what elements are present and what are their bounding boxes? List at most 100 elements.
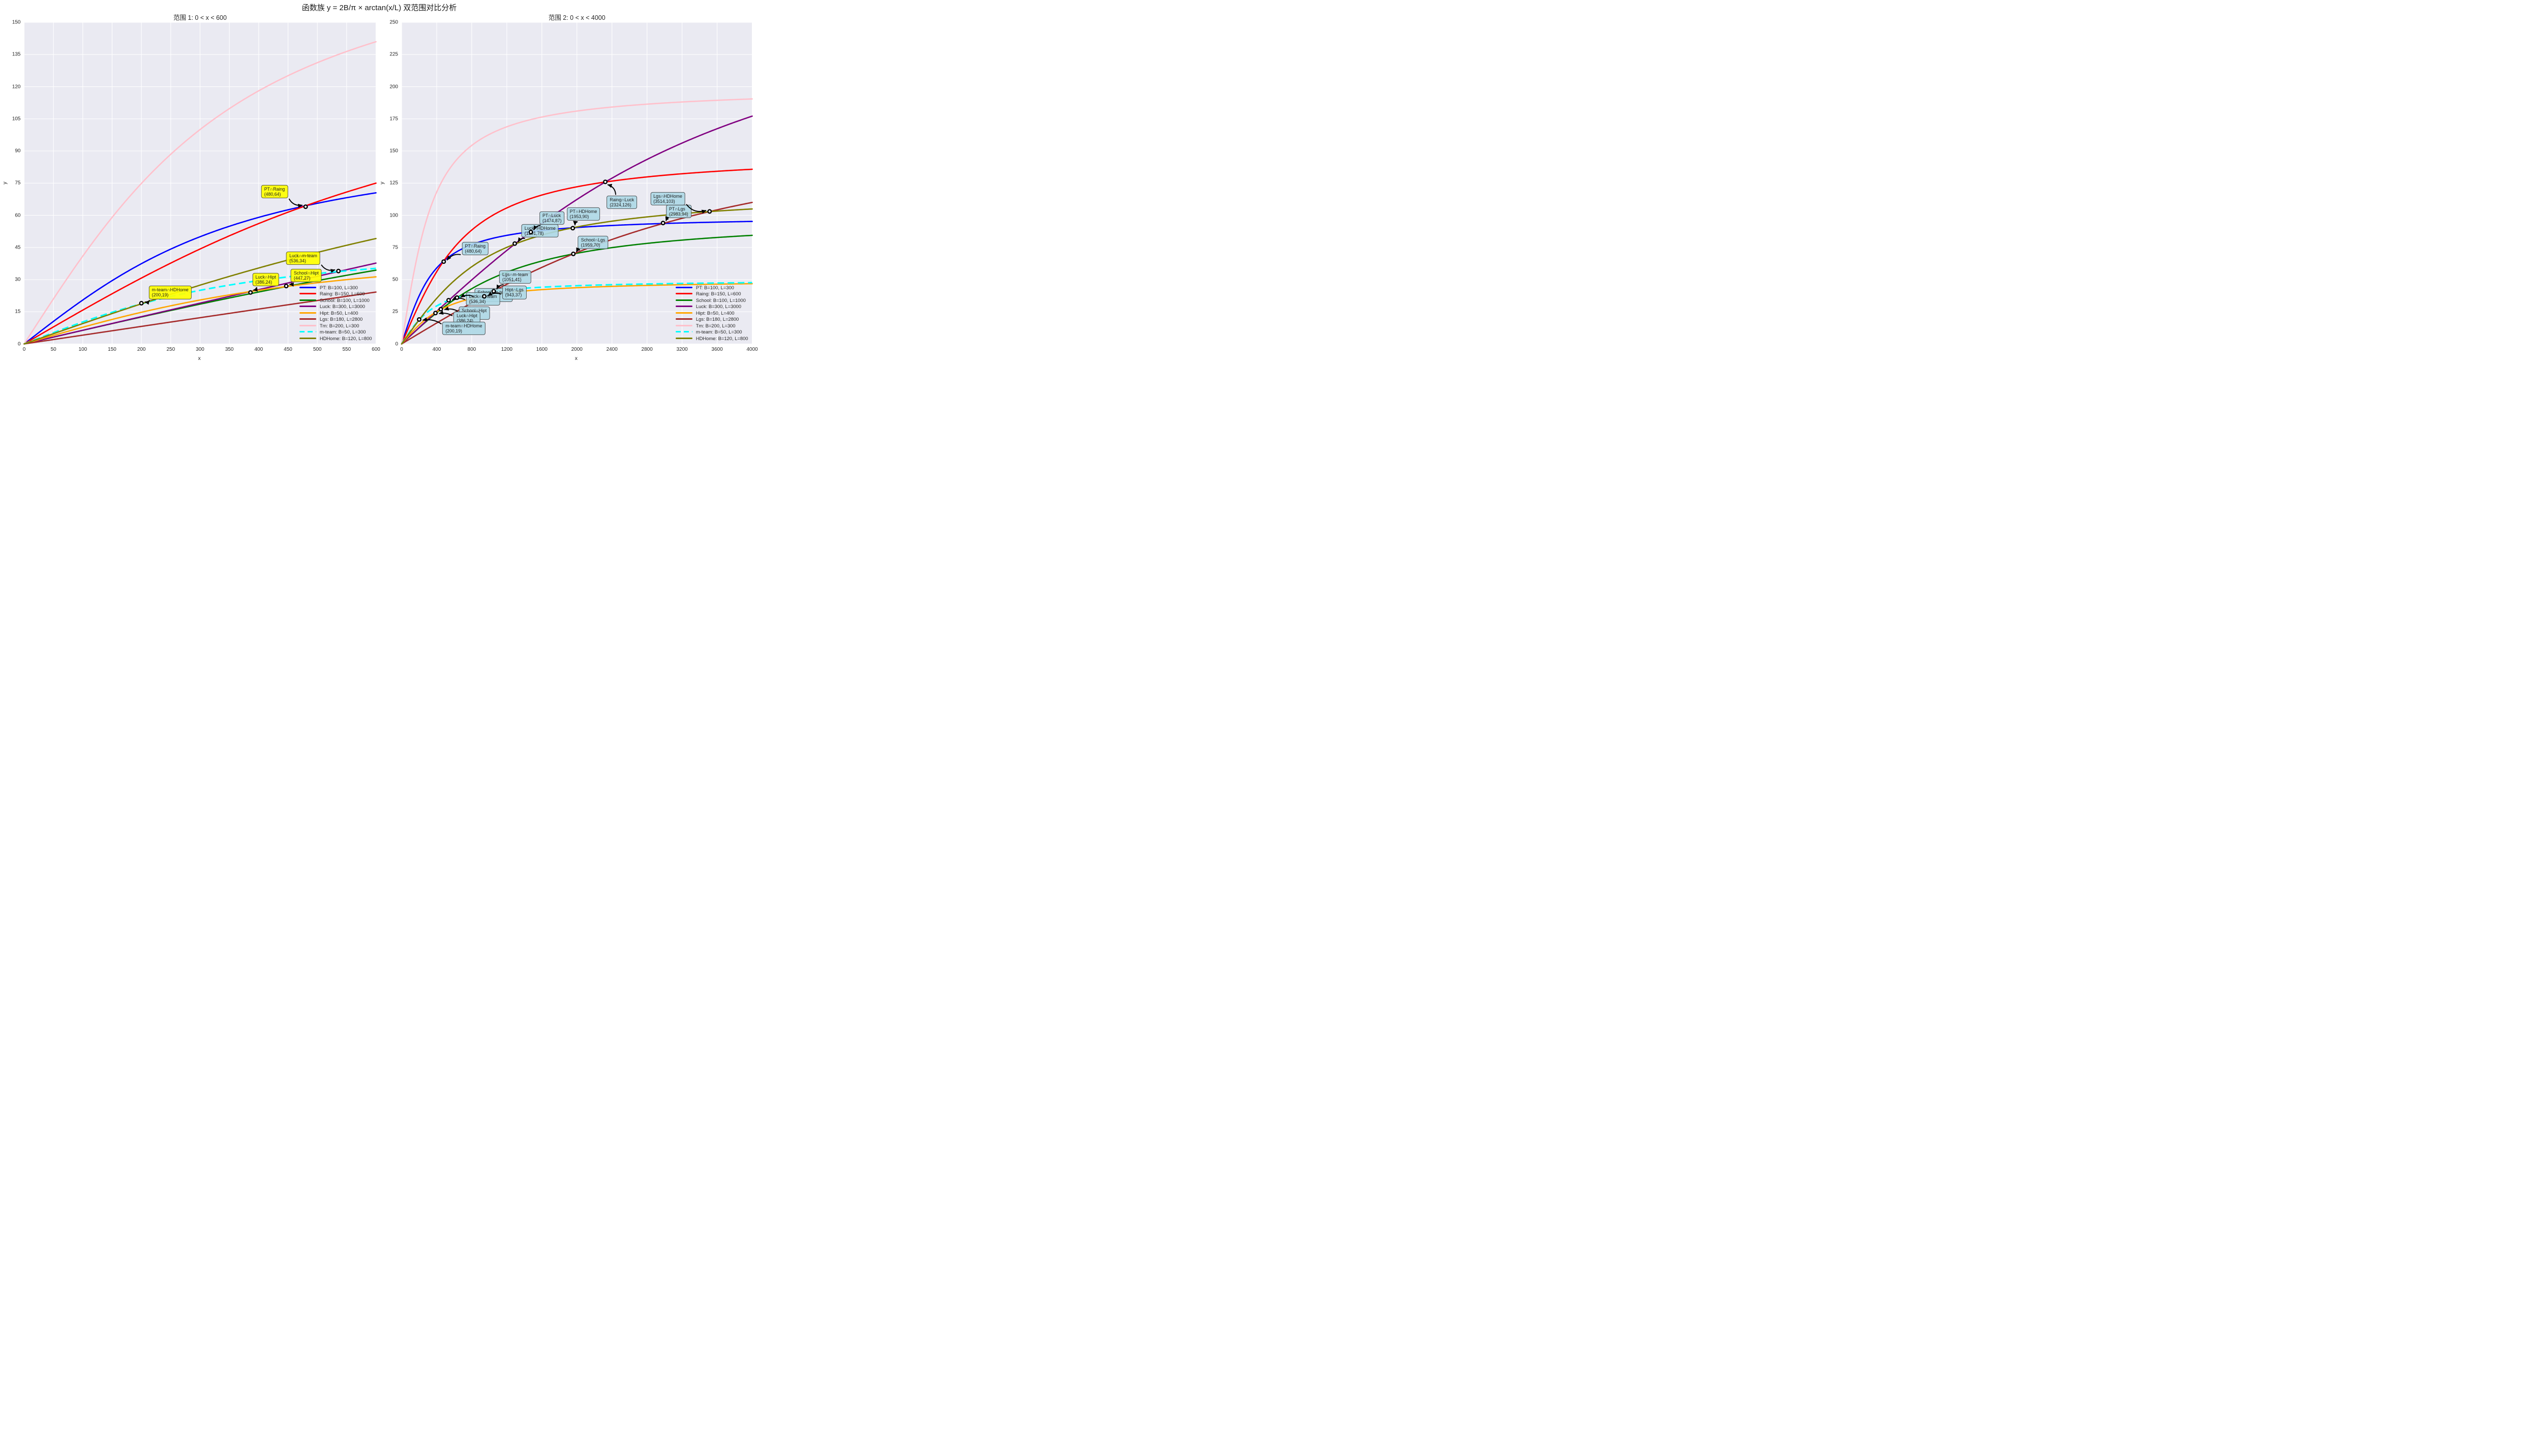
- x-tick-label: 0: [22, 347, 26, 352]
- x-tick-label: 550: [342, 347, 351, 352]
- x-tick-label: 2400: [606, 347, 618, 352]
- legend-item: Hipt: B=50, L=400: [299, 310, 372, 316]
- y-tick-label: 25: [392, 309, 398, 315]
- x-tick-label: 350: [225, 347, 234, 352]
- annotation-box: PT∩Raing (480,64): [261, 185, 288, 199]
- y-tick-label: 15: [15, 309, 21, 315]
- annotation-coords: (1959,70): [581, 242, 600, 248]
- annotation-coords: (200,19): [445, 328, 462, 334]
- x-tick-label: 1200: [501, 347, 512, 352]
- annotation-box: m-team∩HDHome (200,19): [442, 322, 486, 336]
- annotation-box: Luck∩m-team (536,34): [286, 251, 320, 265]
- intersection-marker: [707, 209, 712, 214]
- intersection-marker: [441, 259, 446, 264]
- legend-line-sample: [299, 286, 316, 288]
- legend-label: Luck: B=300, L=3000: [319, 304, 365, 310]
- legend-line-sample: [675, 293, 692, 295]
- legend-line-sample: [299, 324, 316, 326]
- y-tick-label: 225: [389, 51, 398, 57]
- y-tick-label: 120: [12, 84, 21, 89]
- x-tick-label: 2000: [571, 347, 583, 352]
- annotation-box: School∩Hipt(447,27): [290, 268, 322, 282]
- legend-label: Hipt: B=50, L=400: [695, 310, 735, 316]
- annotation-box: Luck∩m-team (536,34): [466, 292, 500, 306]
- annotation-box: Luck∩HDHome (1291,78): [521, 224, 559, 237]
- annotation-arrow: [576, 247, 580, 253]
- annotation-arrow: [517, 237, 525, 242]
- x-tick-label: 450: [284, 347, 292, 352]
- legend-item: HDHome: B=120, L=800: [675, 336, 748, 341]
- annotation-arrow: [573, 221, 578, 226]
- annotation-label: Lgs∩HDHome: [653, 193, 682, 199]
- y-tick-label: 75: [392, 245, 398, 251]
- legend-line-sample: [299, 312, 316, 314]
- annotation-label: School∩Lgs: [581, 237, 606, 242]
- annotation-label: PT∩HDHome: [569, 208, 597, 214]
- legend-label: m-team: B=50, L=300: [319, 329, 366, 335]
- legend: PT: B=100, L=300 Raing: B=150, L=600 Schoo…: [675, 285, 748, 341]
- legend-label: Tm: B=200, L=300: [695, 322, 736, 328]
- annotation-label: PT∩Luck: [542, 213, 561, 218]
- y-axis-label: y: [379, 181, 385, 185]
- subplot-1-title: 范围 1: 0 < x < 600: [173, 14, 227, 21]
- annotation-label: Hipt∩Lgs: [505, 287, 524, 293]
- legend-line-sample: [299, 306, 316, 308]
- legend-label: Hipt: B=50, L=400: [319, 310, 358, 316]
- legend-label: Lgs: B=180, L=2800: [319, 316, 363, 322]
- intersection-marker: [438, 307, 443, 312]
- x-tick-label: 300: [196, 347, 204, 352]
- intersection-marker: [336, 268, 341, 274]
- annotation-arrow: [665, 216, 670, 221]
- y-tick-label: 200: [389, 84, 398, 89]
- intersection-marker: [284, 284, 289, 289]
- legend-item: Raing: B=150, L=600: [675, 291, 748, 296]
- y-tick-label: 75: [15, 180, 21, 186]
- legend-item: Luck: B=300, L=3000: [299, 304, 372, 310]
- legend-item: Raing: B=150, L=600: [299, 291, 372, 297]
- legend-dashed-line-sample: [299, 331, 316, 333]
- annotation-coords: (480,64): [264, 192, 281, 197]
- legend-label: Luck: B=300, L=3000: [695, 304, 741, 310]
- annotation-coords: (1051,41): [502, 277, 522, 282]
- y-tick-label: 150: [389, 148, 398, 154]
- x-axis-label: x: [574, 355, 578, 361]
- legend-label: Tm: B=200, L=300: [319, 322, 359, 328]
- y-tick-label: 30: [15, 277, 21, 283]
- intersection-marker: [571, 251, 576, 256]
- figure-title: 函数族 y = 2B/π × arctan(x/L) 双范围对比分析: [301, 4, 457, 12]
- y-tick-label: 0: [395, 341, 398, 347]
- annotation-coords: (200,19): [152, 292, 169, 298]
- annotation-label: PT∩Raing: [264, 187, 285, 192]
- legend: PT: B=100, L=300 Raing: B=150, L=600 Schoo…: [299, 285, 372, 341]
- legend-item: School: B=100, L=1000: [675, 297, 748, 303]
- x-tick-label: 150: [108, 347, 116, 352]
- intersection-marker: [455, 295, 460, 300]
- legend-line-sample: [675, 306, 692, 308]
- y-tick-label: 105: [12, 116, 21, 122]
- legend-line-sample: [675, 324, 692, 326]
- x-tick-label: 2800: [641, 347, 653, 352]
- annotation-label: Luck∩Hipt: [457, 313, 477, 318]
- legend-label: School: B=100, L=1000: [695, 297, 746, 303]
- legend-label: Lgs: B=180, L=2800: [695, 316, 739, 322]
- legend-line-sample: [299, 299, 316, 301]
- annotation-label: Luck∩m-team: [469, 293, 497, 299]
- annotation-arrow: [289, 282, 294, 287]
- annotation-box: Hipt∩Lgs (943,37): [502, 286, 527, 299]
- y-tick-label: 135: [12, 51, 21, 57]
- annotation-arrow: [438, 311, 453, 317]
- annotation-coords: (536,34): [289, 258, 306, 263]
- x-tick-label: 3600: [711, 347, 723, 352]
- y-tick-label: 90: [15, 148, 21, 154]
- x-tick-label: 3200: [676, 347, 688, 352]
- legend-dashed-line-sample: [675, 331, 692, 333]
- subplot-2-title: 范围 2: 0 < x < 4000: [548, 14, 606, 21]
- x-tick-label: 800: [467, 347, 476, 352]
- legend-line-sample: [299, 337, 316, 339]
- y-tick-label: 100: [389, 213, 398, 218]
- annotation-coords: (386,24): [255, 280, 273, 285]
- legend-line-sample: [299, 293, 316, 295]
- legend-label: Raing: B=150, L=600: [319, 291, 365, 297]
- legend-line-sample: [675, 299, 692, 301]
- x-axis-label: x: [198, 355, 201, 361]
